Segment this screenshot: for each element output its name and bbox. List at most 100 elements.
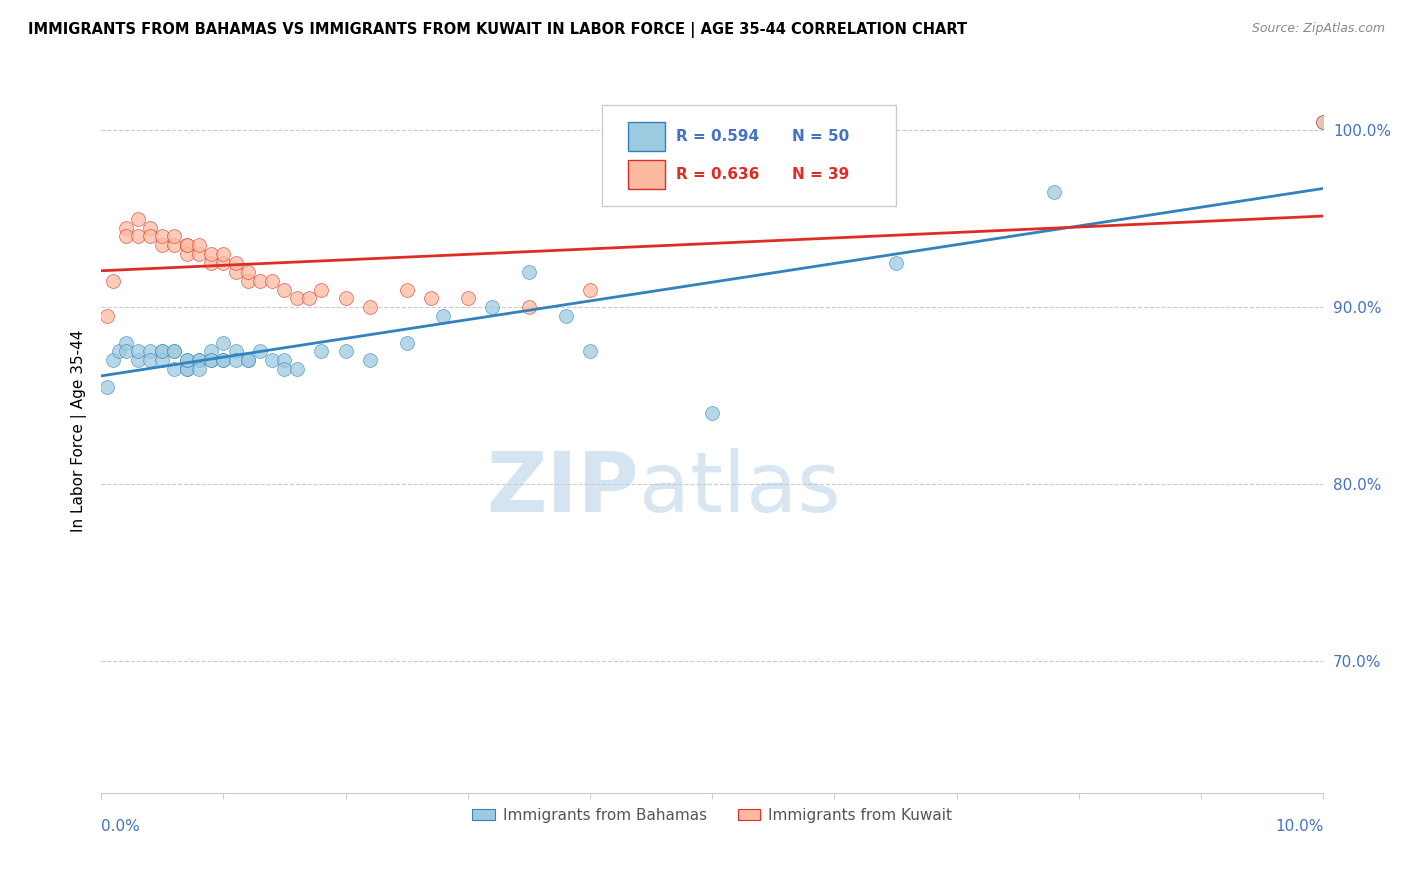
Point — [96, 309, 118, 323]
Point — [163, 362, 186, 376]
Point — [103, 274, 125, 288]
Point — [236, 265, 259, 279]
Point — [236, 353, 259, 368]
FancyBboxPatch shape — [602, 104, 896, 206]
Point — [139, 229, 162, 244]
Point — [702, 406, 724, 420]
Point — [432, 309, 454, 323]
Point — [457, 291, 479, 305]
Point — [309, 283, 332, 297]
Point — [236, 353, 259, 368]
Point — [96, 380, 118, 394]
Point — [103, 353, 125, 368]
Point — [335, 291, 357, 305]
Y-axis label: In Labor Force | Age 35-44: In Labor Force | Age 35-44 — [72, 330, 87, 533]
FancyBboxPatch shape — [628, 161, 665, 189]
Point — [200, 344, 222, 359]
Point — [163, 344, 186, 359]
Point — [150, 353, 173, 368]
Point — [517, 265, 540, 279]
Point — [273, 353, 295, 368]
Point — [127, 353, 149, 368]
Point — [176, 353, 198, 368]
Point — [395, 335, 418, 350]
Point — [187, 353, 209, 368]
Point — [285, 291, 308, 305]
Point — [176, 238, 198, 252]
Point — [212, 335, 235, 350]
Point — [114, 344, 136, 359]
Point — [359, 353, 381, 368]
Point — [249, 274, 271, 288]
Point — [187, 247, 209, 261]
Point — [481, 300, 503, 314]
Point — [176, 247, 198, 261]
Point — [420, 291, 443, 305]
Point — [187, 353, 209, 368]
Point — [1312, 114, 1334, 128]
Point — [212, 256, 235, 270]
Text: R = 0.636: R = 0.636 — [675, 167, 759, 182]
Point — [163, 344, 186, 359]
Point — [249, 344, 271, 359]
Point — [212, 247, 235, 261]
Point — [579, 283, 602, 297]
Legend: Immigrants from Bahamas, Immigrants from Kuwait: Immigrants from Bahamas, Immigrants from… — [467, 802, 959, 830]
Point — [273, 362, 295, 376]
Point — [163, 229, 186, 244]
Point — [127, 344, 149, 359]
Point — [309, 344, 332, 359]
Point — [200, 256, 222, 270]
Point — [273, 283, 295, 297]
Point — [554, 309, 576, 323]
Point — [579, 344, 602, 359]
FancyBboxPatch shape — [628, 122, 665, 151]
Point — [517, 300, 540, 314]
Point — [285, 362, 308, 376]
Point — [176, 353, 198, 368]
Point — [163, 238, 186, 252]
Text: IMMIGRANTS FROM BAHAMAS VS IMMIGRANTS FROM KUWAIT IN LABOR FORCE | AGE 35-44 COR: IMMIGRANTS FROM BAHAMAS VS IMMIGRANTS FR… — [28, 22, 967, 38]
Point — [212, 353, 235, 368]
Point — [225, 344, 247, 359]
Point — [127, 211, 149, 226]
Point — [225, 353, 247, 368]
Point — [200, 247, 222, 261]
Point — [114, 229, 136, 244]
Text: 0.0%: 0.0% — [101, 819, 139, 834]
Text: Source: ZipAtlas.com: Source: ZipAtlas.com — [1251, 22, 1385, 36]
Point — [212, 353, 235, 368]
Point — [200, 353, 222, 368]
Point — [114, 335, 136, 350]
Point — [139, 344, 162, 359]
Point — [236, 274, 259, 288]
Point — [884, 256, 907, 270]
Point — [150, 344, 173, 359]
Point — [114, 220, 136, 235]
Point — [108, 344, 131, 359]
Point — [139, 353, 162, 368]
Point — [395, 283, 418, 297]
Point — [150, 238, 173, 252]
Point — [335, 344, 357, 359]
Text: 10.0%: 10.0% — [1275, 819, 1323, 834]
Point — [187, 362, 209, 376]
Point — [127, 229, 149, 244]
Point — [225, 256, 247, 270]
Point — [225, 265, 247, 279]
Point — [150, 344, 173, 359]
Point — [262, 274, 284, 288]
Point — [1312, 114, 1334, 128]
Text: N = 50: N = 50 — [792, 128, 849, 144]
Text: N = 39: N = 39 — [792, 167, 849, 182]
Text: ZIP: ZIP — [486, 449, 638, 530]
Point — [200, 353, 222, 368]
Point — [150, 229, 173, 244]
Point — [176, 238, 198, 252]
Point — [176, 362, 198, 376]
Point — [187, 238, 209, 252]
Point — [262, 353, 284, 368]
Point — [1043, 186, 1066, 200]
Point — [298, 291, 321, 305]
Text: atlas: atlas — [638, 449, 841, 530]
